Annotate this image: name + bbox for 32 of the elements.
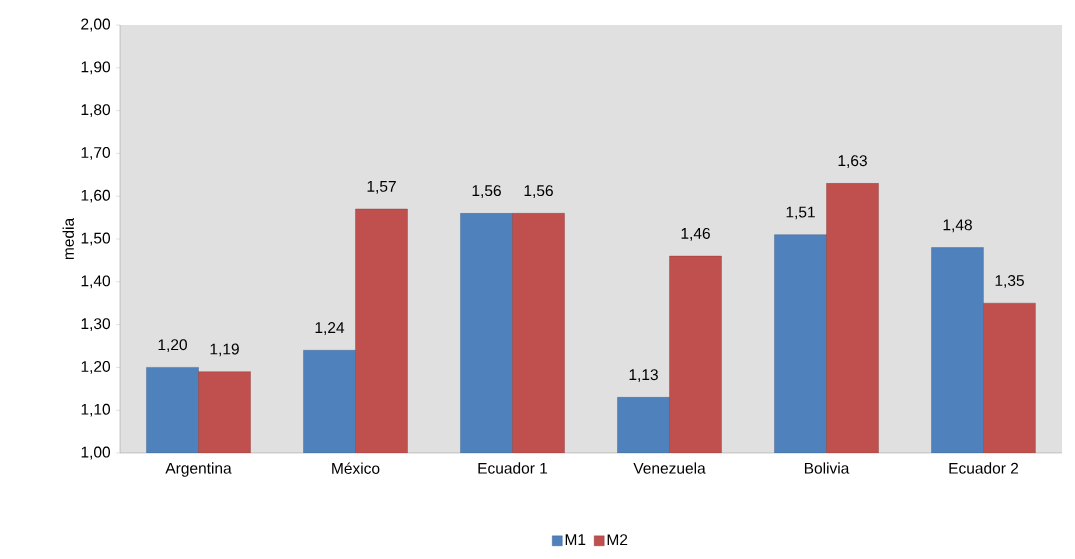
data-label: 1,13 [629, 369, 658, 382]
y-axis-title: media [62, 217, 74, 260]
data-label: 1,19 [210, 343, 239, 357]
data-label: 1,51 [786, 206, 815, 220]
data-label: 1,20 [158, 339, 187, 353]
y-tick-label: 1,90 [81, 61, 111, 75]
data-label: 1,46 [681, 227, 710, 241]
x-tick-label: México [332, 462, 380, 474]
data-label: 1,48 [943, 219, 972, 233]
legend-label: M2 [607, 534, 628, 546]
y-tick-label: 1,00 [81, 446, 111, 460]
x-tick-label: Bolivia [804, 462, 850, 474]
x-tick-label: Venezuela [633, 462, 706, 474]
data-label: 1,63 [838, 155, 867, 168]
y-tick-label: 1,30 [81, 318, 111, 331]
x-tick-label: Argentina [165, 462, 232, 477]
y-tick-label: 1,60 [81, 189, 111, 203]
data-label: 1,57 [367, 181, 396, 194]
data-label: 1,24 [315, 322, 345, 335]
y-tick-label: 1,80 [81, 104, 111, 117]
x-tick-label: Ecuador 1 [478, 462, 548, 474]
y-tick-label: 1,40 [81, 275, 111, 289]
y-tick-label: 1,10 [81, 403, 111, 417]
y-tick-label: 1,20 [81, 361, 111, 374]
y-tick-label: 1,70 [81, 146, 111, 160]
y-tick-label: 1,50 [81, 232, 111, 246]
data-label: 1,56 [472, 185, 501, 198]
legend-label: M1 [565, 534, 586, 545]
data-label: 1,56 [524, 185, 553, 198]
y-tick-label: 2,00 [81, 18, 111, 32]
data-label: 1,35 [995, 275, 1024, 288]
x-tick-label: Ecuador 2 [949, 462, 1019, 474]
